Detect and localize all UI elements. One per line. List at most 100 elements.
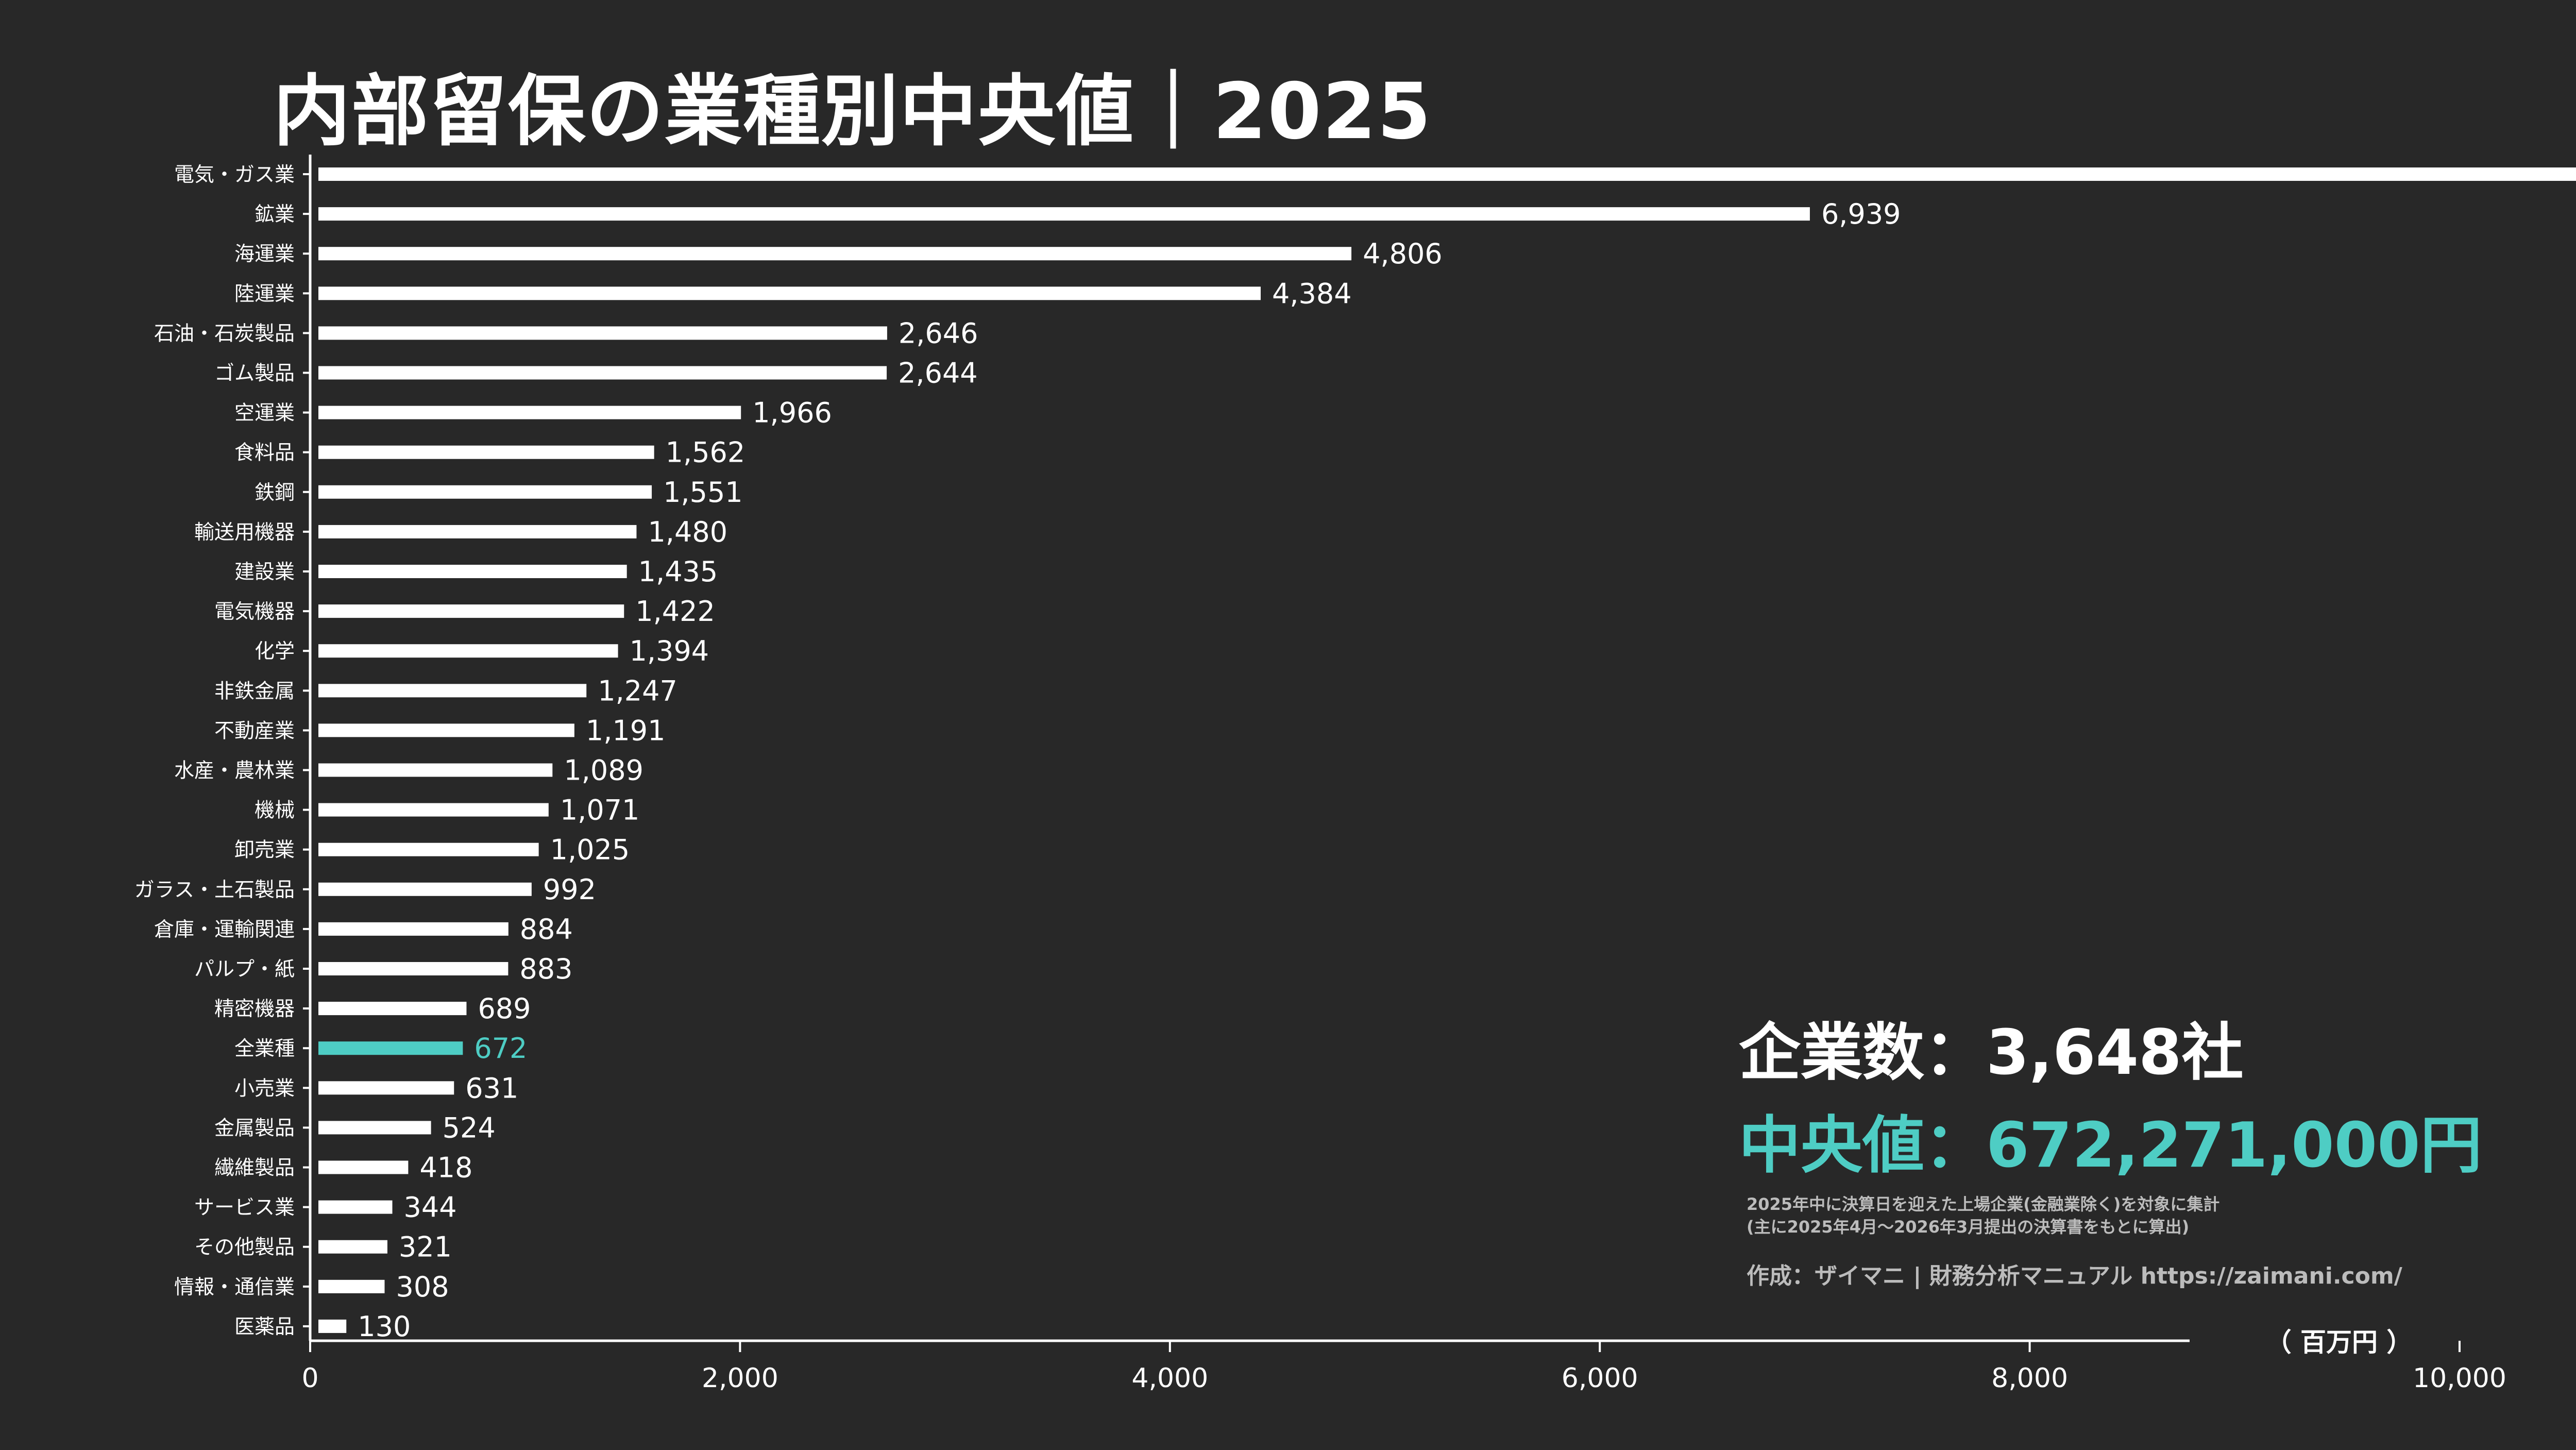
value-label-16: 1,071	[560, 794, 640, 827]
category-label-24: 金属製品	[214, 1117, 295, 1140]
value-label-14: 1,191	[586, 714, 666, 747]
value-label-2: 4,806	[1363, 238, 1443, 270]
category-label-21: 精密機器	[214, 998, 295, 1021]
category-label-0: 電気・ガス業	[174, 163, 295, 187]
bar-22	[318, 1041, 463, 1055]
category-label-2: 海運業	[234, 243, 295, 266]
bar-19	[318, 922, 509, 936]
bar-24	[318, 1121, 431, 1135]
value-label-29: 130	[358, 1310, 411, 1343]
category-label-14: 不動産業	[214, 719, 295, 743]
value-label-6: 1,966	[752, 397, 832, 429]
credit-line: 作成：ザイマニ | 財務分析マニュアル https://zaimani.com/	[1747, 1263, 2402, 1289]
value-label-22: 672	[474, 1032, 527, 1065]
value-labels: 13,1106,9394,8064,3842,6462,6441,9661,56…	[358, 198, 1901, 1343]
bar-6	[318, 406, 741, 419]
bar-25	[318, 1160, 409, 1174]
category-label-4: 石油・石炭製品	[154, 322, 295, 345]
bar-2	[318, 247, 1352, 261]
value-label-7: 1,562	[666, 436, 745, 469]
unit-label: （ 百万円 ）	[2266, 1327, 2413, 1357]
bar-3	[318, 286, 1261, 300]
category-label-7: 食料品	[234, 442, 295, 465]
value-label-27: 321	[399, 1231, 452, 1263]
bar-23	[318, 1081, 454, 1095]
median-value: 中央値：672,271,000円	[1739, 1110, 2482, 1182]
value-label-11: 1,422	[635, 595, 715, 628]
x-tick-label-1: 2,000	[702, 1363, 778, 1394]
bar-9	[318, 525, 637, 538]
bar-27	[318, 1240, 387, 1254]
category-label-26: サービス業	[194, 1196, 295, 1220]
bar-11	[318, 604, 624, 618]
x-tick-label-4: 8,000	[1991, 1363, 2068, 1394]
category-label-13: 非鉄金属	[214, 680, 295, 703]
value-label-3: 4,384	[1272, 277, 1352, 310]
bar-21	[318, 1002, 467, 1016]
value-label-5: 2,644	[898, 357, 978, 390]
footnote-line-2: (主に2025年4月〜2026年3月提出の決算書をもとに算出)	[1747, 1217, 2190, 1237]
bar-10	[318, 565, 627, 578]
category-label-12: 化学	[255, 640, 295, 663]
bars-group	[318, 167, 2576, 1333]
value-label-24: 524	[443, 1111, 496, 1144]
bar-26	[318, 1200, 393, 1214]
category-label-18: ガラス・土石製品	[134, 879, 295, 902]
value-label-25: 418	[419, 1152, 472, 1184]
bar-18	[318, 882, 532, 896]
category-label-25: 繊維製品	[214, 1157, 295, 1180]
value-label-20: 883	[519, 953, 572, 985]
category-label-16: 機械	[255, 799, 295, 822]
category-label-8: 鉄鋼	[255, 481, 295, 504]
category-label-28: 情報・通信業	[174, 1276, 295, 1299]
bar-5	[318, 366, 887, 380]
bar-7	[318, 445, 654, 459]
bar-15	[318, 763, 553, 777]
bar-4	[318, 326, 887, 340]
category-label-22: 全業種	[234, 1037, 295, 1060]
category-label-27: その他製品	[194, 1236, 295, 1259]
value-label-1: 6,939	[1821, 198, 1901, 230]
category-label-17: 卸売業	[234, 839, 295, 862]
value-label-21: 689	[478, 992, 531, 1025]
value-label-23: 631	[465, 1072, 518, 1104]
value-label-26: 344	[404, 1191, 457, 1224]
value-label-15: 1,089	[564, 754, 643, 787]
category-label-5: ゴム製品	[214, 362, 295, 385]
category-label-10: 建設業	[234, 561, 295, 584]
value-label-17: 1,025	[550, 834, 630, 866]
category-label-29: 医薬品	[234, 1316, 295, 1339]
x-tick-label-3: 6,000	[1562, 1363, 1638, 1394]
category-label-19: 倉庫・運輸関連	[154, 918, 295, 941]
bar-0	[318, 167, 2576, 181]
category-label-3: 陸運業	[234, 282, 295, 306]
footnote-line-1: 2025年中に決算日を迎えた上場企業(金融業除く)を対象に集計	[1747, 1194, 2220, 1214]
bar-1	[318, 207, 1810, 221]
category-label-15: 水産・農林業	[174, 760, 295, 783]
bar-13	[318, 684, 587, 698]
category-labels: 電気・ガス業鉱業海運業陸運業石油・石炭製品ゴム製品空運業食料品鉄鋼輸送用機器建設…	[134, 163, 295, 1339]
category-label-9: 輸送用機器	[194, 521, 295, 544]
bar-8	[318, 485, 652, 499]
category-label-6: 空運業	[234, 402, 295, 425]
value-label-9: 1,480	[648, 516, 727, 548]
x-tick-label-0: 0	[301, 1363, 318, 1394]
bar-28	[318, 1279, 385, 1293]
bar-17	[318, 842, 539, 856]
footnotes: 2025年中に決算日を迎えた上場企業(金融業除く)を対象に集計 (主に2025年…	[1747, 1193, 2219, 1238]
value-label-4: 2,646	[899, 317, 978, 349]
category-label-1: 鉱業	[255, 203, 295, 226]
x-tick-label-5: 10,000	[2413, 1363, 2506, 1394]
value-label-28: 308	[396, 1271, 449, 1303]
bar-16	[318, 803, 549, 817]
value-label-8: 1,551	[663, 476, 743, 509]
bar-14	[318, 723, 574, 737]
bar-12	[318, 644, 618, 658]
value-label-10: 1,435	[638, 555, 718, 588]
value-label-13: 1,247	[598, 675, 677, 707]
chart-title: 内部留保の業種別中央値｜2025	[273, 67, 1432, 157]
company-count: 企業数：3,648社	[1739, 1017, 2244, 1089]
bar-29	[318, 1319, 347, 1333]
